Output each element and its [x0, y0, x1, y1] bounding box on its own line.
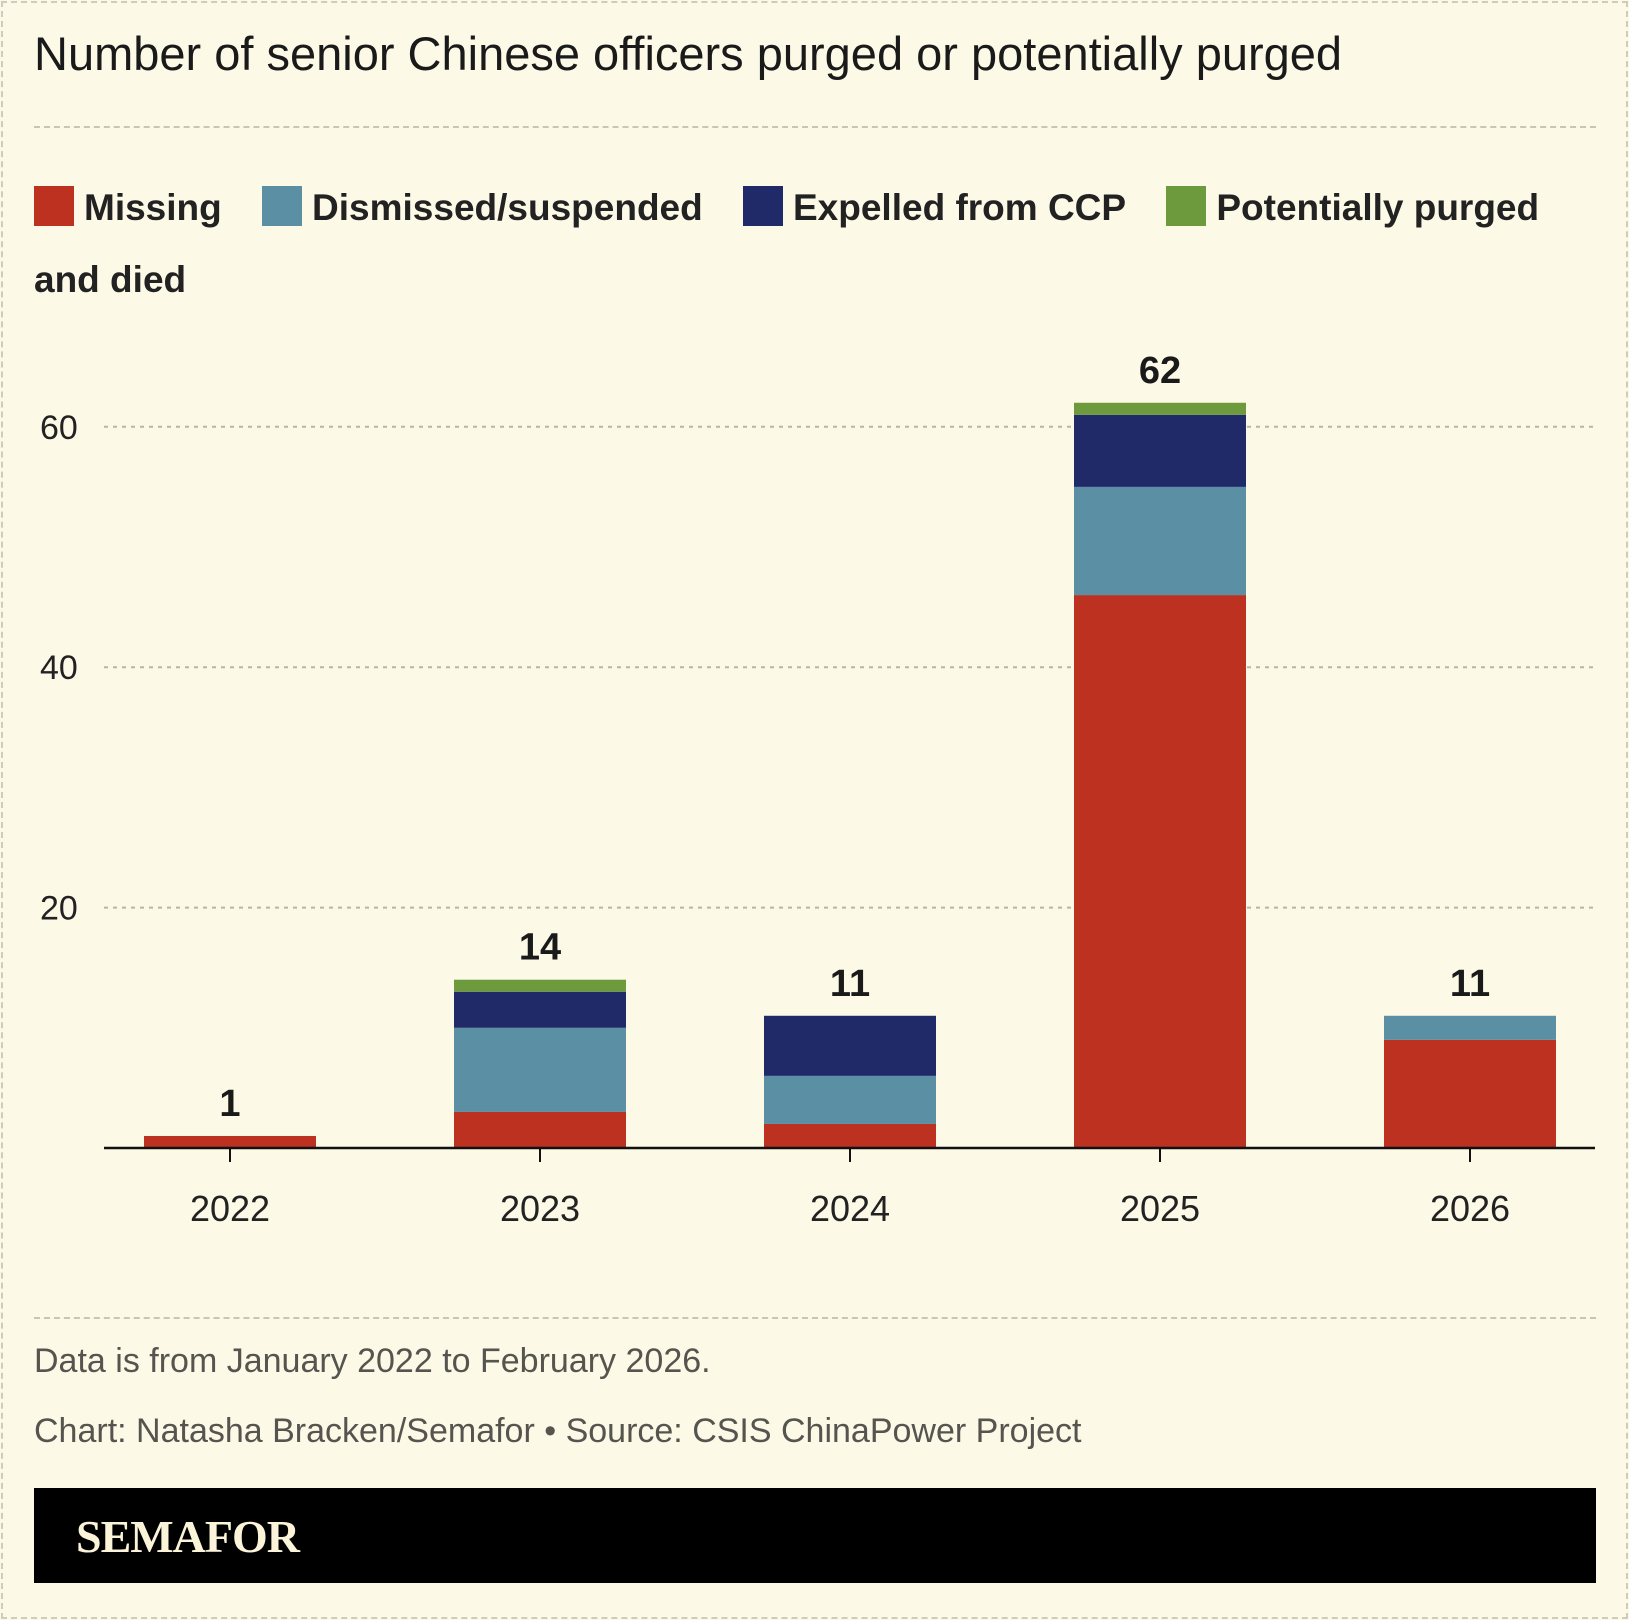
legend-label: Potentially purged and died: [34, 187, 1540, 300]
bar-segment: [1074, 402, 1246, 415]
brand-bar: SEMAFOR: [34, 1488, 1596, 1583]
total-label: 11: [830, 963, 870, 1005]
x-tick-label: 2025: [1120, 1188, 1200, 1229]
bar-segment: [764, 1123, 936, 1148]
legend-item-missing: Missing: [34, 186, 222, 228]
y-tick-label: 40: [40, 649, 78, 687]
x-tick-label: 2026: [1430, 1188, 1510, 1229]
legend-label: Dismissed/suspended: [312, 187, 703, 228]
legend-item-dismissed: Dismissed/suspended: [262, 186, 703, 228]
legend-label: Expelled from CCP: [793, 187, 1127, 228]
total-label: 11: [1450, 963, 1490, 1005]
divider-bottom: [34, 1317, 1596, 1319]
legend-swatch: [1166, 186, 1207, 226]
x-tick-label: 2022: [190, 1188, 270, 1229]
total-label: 1: [219, 1083, 240, 1125]
x-tick-label: 2023: [500, 1188, 580, 1229]
legend-swatch: [743, 186, 783, 226]
bar-segment: [454, 1111, 626, 1148]
y-tick-label: 20: [40, 890, 78, 928]
semafor-logo: SEMAFOR: [76, 1511, 300, 1562]
legend: Missing Dismissed/suspended Expelled fro…: [34, 172, 1574, 316]
bar-segment: [764, 1075, 936, 1124]
credit: Chart: Natasha Bracken/Semafor • Source:…: [34, 1412, 1082, 1450]
bar-segment: [454, 991, 626, 1028]
bar-segment: [454, 979, 626, 992]
legend-swatch: [262, 186, 303, 226]
bar-segment: [1384, 1015, 1556, 1040]
legend-item-expelled: Expelled from CCP: [743, 186, 1127, 228]
legend-label: Missing: [84, 187, 222, 228]
bar-segment: [454, 1027, 626, 1112]
chart-title: Number of senior Chinese officers purged…: [34, 27, 1343, 80]
bar-segment: [1074, 595, 1246, 1148]
bar-segment: [1074, 486, 1246, 596]
footnote: Data is from January 2022 to February 20…: [34, 1342, 711, 1380]
y-tick-label: 60: [40, 409, 78, 447]
divider-top: [34, 126, 1596, 128]
bar-segment: [144, 1135, 316, 1148]
bar-chart: 20 40 60 1 2022 14 2023 11 2024 62 2025 11 2026: [40, 350, 1595, 1229]
total-label: 62: [1139, 350, 1181, 392]
bar-segment: [764, 1015, 936, 1076]
bar-segment: [1384, 1039, 1556, 1148]
x-tick-label: 2024: [810, 1188, 890, 1229]
legend-swatch: [34, 186, 74, 226]
legend-item-died: Potentially purged and died: [34, 186, 1540, 300]
bar-segment: [1074, 414, 1246, 487]
total-label: 14: [519, 927, 561, 969]
